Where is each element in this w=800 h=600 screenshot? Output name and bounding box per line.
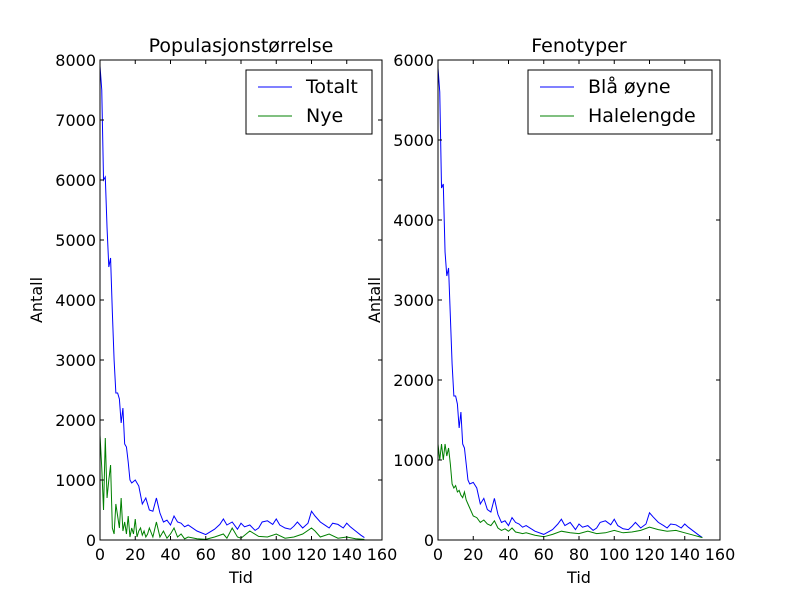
y-tick-label: 6000 (393, 51, 434, 70)
chart-title: Fenotyper (531, 35, 627, 57)
x-tick-label: 120 (296, 545, 327, 564)
legend: Totalt Nye (245, 69, 373, 135)
x-axis-label: Tid (228, 568, 253, 587)
x-tick-label: 140 (669, 545, 700, 564)
y-tick-label: 1000 (55, 471, 96, 490)
x-tick-label: 60 (534, 545, 554, 564)
x-tick-label: 0 (95, 545, 105, 564)
x-tick-label: 140 (331, 545, 362, 564)
series-line-1 (99, 65, 365, 539)
legend-label: Blå øyne (588, 75, 671, 98)
x-tick-label: 160 (705, 545, 736, 564)
x-axis-label: Tid (566, 568, 591, 587)
y-axis-label: Antall (365, 277, 384, 323)
legend: Blå øyne Halelengde (527, 69, 713, 135)
legend-label: Totalt (305, 76, 358, 98)
legend-box (245, 69, 373, 135)
chart-title: Populasjonstørrelse (149, 35, 334, 57)
y-tick-label: 0 (86, 531, 96, 550)
legend-label: Halelengde (588, 105, 696, 127)
y-tick-label: 3000 (55, 351, 96, 370)
x-tick-label: 100 (261, 545, 292, 564)
x-tick-label: 80 (231, 545, 251, 564)
legend-box (527, 69, 713, 135)
y-tick-label: 8000 (55, 51, 96, 70)
x-tick-label: 80 (569, 545, 589, 564)
y-tick-label: 4000 (393, 211, 434, 230)
x-tick-label: 20 (463, 545, 483, 564)
x-tick-label: 120 (634, 545, 665, 564)
y-tick-label: 5000 (393, 131, 434, 150)
y-axis-label: Antall (27, 277, 46, 323)
y-tick-label: 4000 (55, 291, 96, 310)
x-tick-label: 100 (599, 545, 630, 564)
x-tick-label: 40 (160, 545, 180, 564)
series-line-1 (437, 67, 703, 539)
x-tick-label: 0 (433, 545, 443, 564)
y-tick-label: 2000 (393, 371, 434, 390)
y-tick-label: 0 (424, 531, 434, 550)
x-tick-label: 60 (196, 545, 216, 564)
x-tick-label: 20 (125, 545, 145, 564)
y-tick-label: 6000 (55, 171, 96, 190)
y-tick-label: 5000 (55, 231, 96, 250)
legend-label: Nye (306, 105, 343, 127)
series-line-2 (437, 443, 703, 539)
y-tick-label: 3000 (393, 291, 434, 310)
series-line-2 (99, 434, 365, 540)
subplot-1: 0 20 40 60 80 100 120 140 160 0 1000 2000 3000 4000 50… (27, 35, 397, 587)
subplot-2: 0 20 40 60 80 100 120 140 160 0 1000 2000 3000 4000 50… (365, 35, 735, 587)
y-tick-label: 2000 (55, 411, 96, 430)
y-tick-label: 1000 (393, 451, 434, 470)
y-tick-label: 7000 (55, 111, 96, 130)
x-tick-label: 40 (498, 545, 518, 564)
x-tick-label: 160 (367, 545, 398, 564)
